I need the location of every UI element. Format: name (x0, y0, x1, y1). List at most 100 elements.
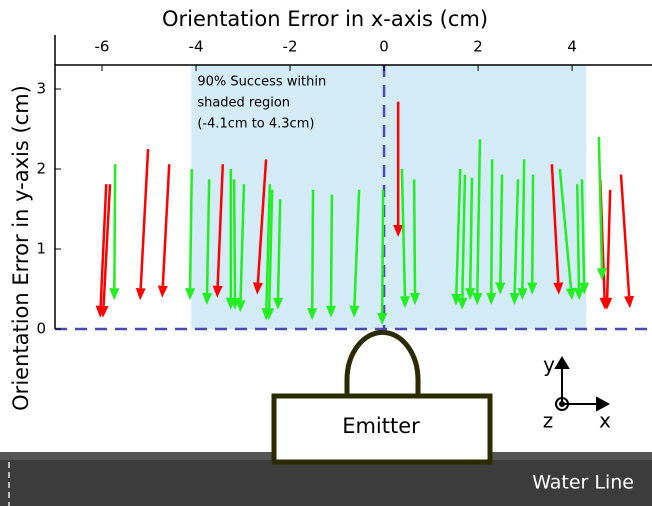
arrow-shaft (461, 174, 467, 298)
arrow (326, 194, 337, 318)
arrow (579, 179, 590, 295)
arrow (307, 189, 318, 321)
arrow-head (457, 297, 468, 310)
y-tick-label: 2 (36, 160, 46, 178)
arrow-shaft (455, 168, 462, 294)
arrow (451, 168, 462, 306)
arrow-head (602, 297, 613, 310)
arrow-head (565, 287, 576, 301)
arrow (517, 159, 528, 301)
annotation: shaded region (197, 96, 290, 111)
arrow-shaft (469, 177, 474, 289)
arrow-head (95, 305, 106, 318)
arrow-shaft (558, 168, 573, 289)
arrow-shaft (216, 164, 225, 286)
arrow-head (509, 292, 520, 305)
arrow (399, 168, 410, 309)
axis-x-label: x (599, 409, 611, 433)
arrow (252, 159, 268, 295)
arrow-shaft (619, 174, 631, 297)
arrow-head (486, 292, 497, 305)
emitter-label: Emitter (342, 414, 420, 438)
x-tick-label: -4 (189, 38, 204, 56)
axis-z-circle (555, 397, 569, 411)
arrow (573, 184, 584, 301)
arrow (558, 168, 576, 301)
arrow-head (451, 293, 462, 306)
annotation: 90% Success within (197, 75, 326, 90)
arrow-shaft (102, 184, 112, 306)
arrow-head (135, 287, 146, 301)
arrow (527, 174, 538, 295)
arrow-shaft (99, 184, 108, 306)
arrow-shaft (513, 179, 520, 294)
arrow (409, 179, 420, 305)
x-tick-label: -6 (95, 38, 110, 56)
arrow-head (264, 308, 275, 321)
emitter-dome (344, 329, 421, 395)
x-tick-label: 2 (473, 38, 483, 56)
arrow-shaft (265, 184, 272, 309)
arrow-shaft (239, 184, 246, 301)
arrow (349, 189, 361, 318)
arrow-shaft (530, 174, 535, 283)
arrow-head (393, 225, 404, 237)
arrow (264, 189, 275, 321)
arrow-shaft (597, 136, 604, 269)
arrow-shaft (329, 194, 334, 306)
arrow (185, 168, 196, 301)
arrow (509, 179, 520, 305)
arrow (393, 101, 404, 237)
arrow-head (527, 282, 538, 295)
arrow-shaft (205, 179, 211, 294)
x-axis-title: Orientation Error in x-axis (cm) (162, 7, 488, 31)
arrow-shaft (310, 189, 315, 309)
arrow-shaft (276, 199, 282, 298)
axis-z-dot (559, 401, 565, 407)
arrow-head (573, 288, 584, 301)
coordinate-frame (554, 356, 611, 412)
arrow-head (273, 297, 284, 310)
arrow-head (185, 288, 196, 301)
arrow-shaft (521, 159, 526, 289)
arrow-shaft (605, 189, 612, 298)
arrow-head (349, 305, 360, 318)
arrow (95, 184, 108, 318)
arrow (465, 177, 476, 301)
y-axis-title: Orientation Error in y-axis (cm) (9, 85, 33, 411)
water-label: Water Line (532, 472, 634, 494)
axis-z-label: z (543, 409, 554, 433)
arrow-shaft (139, 148, 150, 289)
y-tick-label: 3 (36, 80, 46, 98)
arrow-head (495, 282, 506, 295)
arrow-shaft (353, 189, 361, 306)
arrow-shaft (550, 164, 560, 283)
arrow-head (307, 308, 318, 321)
arrow-head (202, 292, 213, 305)
x-tick-label: 4 (567, 38, 577, 56)
arrow (495, 174, 506, 295)
plot-area: 90% Success within shaded region (-4.1cm t… (36, 35, 652, 338)
arrow-head (326, 305, 337, 318)
arrow-head (212, 285, 223, 298)
arrow (486, 159, 497, 305)
x-tick-label: 0 (379, 38, 389, 56)
arrow-shaft (188, 168, 194, 289)
arrow (377, 189, 388, 325)
arrow (472, 139, 483, 305)
axis-y-label: y (543, 353, 555, 377)
arrow-shaft (267, 189, 274, 309)
arrow-head (553, 282, 564, 295)
arrow (273, 199, 284, 310)
arrow-shaft (490, 159, 494, 294)
arrow (135, 148, 150, 301)
y-tick-label: 1 (36, 240, 46, 258)
arrow (457, 174, 468, 310)
arrow-shaft (499, 174, 504, 283)
arrow-shaft (476, 139, 482, 294)
arrow-head (399, 296, 410, 309)
arrow-shaft (580, 179, 586, 283)
arrow-head (235, 300, 246, 313)
arrow (619, 174, 635, 309)
